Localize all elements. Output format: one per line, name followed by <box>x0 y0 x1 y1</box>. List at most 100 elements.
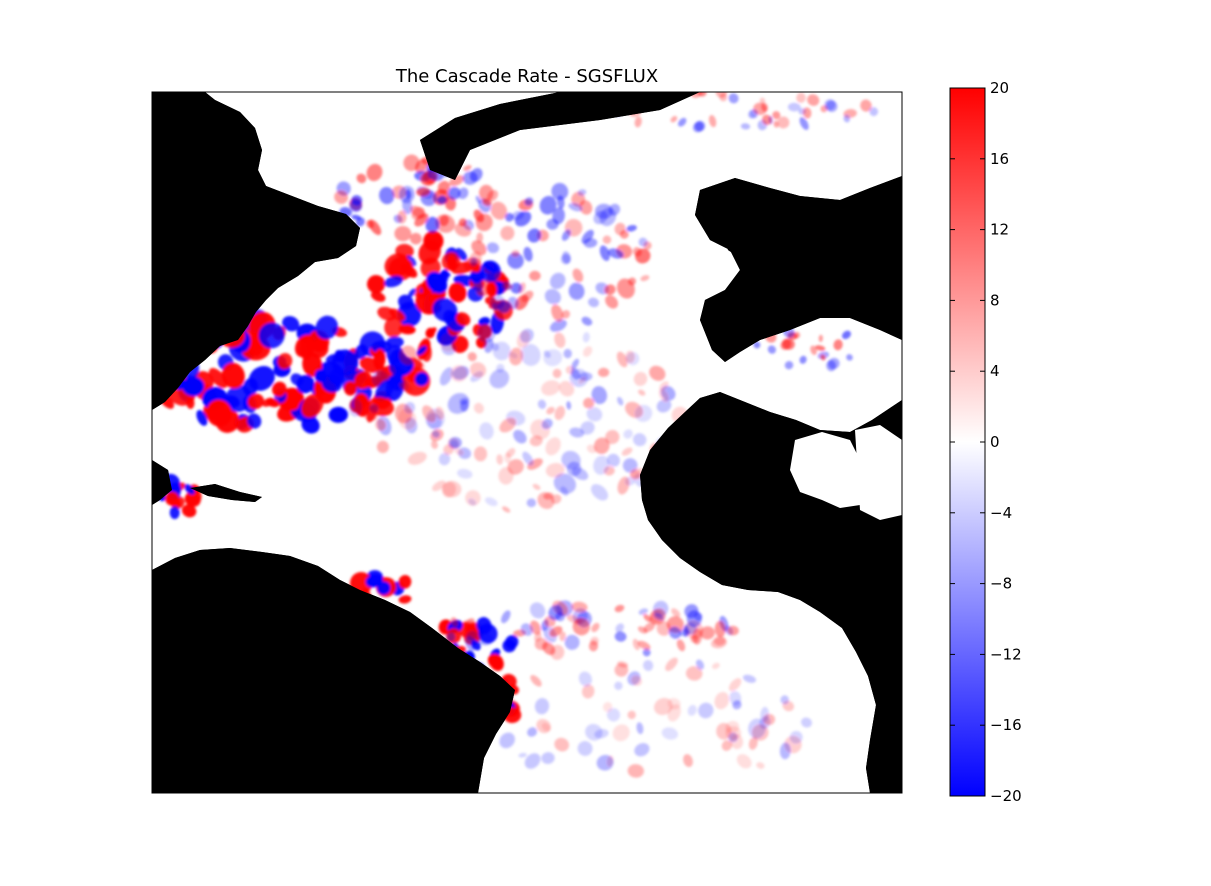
eddy-patch <box>299 334 315 361</box>
eddy-patch <box>489 369 510 389</box>
land-north-america-overlay <box>152 92 360 410</box>
eddy-patch <box>398 294 414 310</box>
eddy-patch <box>668 626 682 639</box>
eddy-patch <box>604 284 616 295</box>
eddy-patch <box>748 718 766 739</box>
eddy-patch <box>527 228 542 243</box>
eddy-patch <box>356 173 367 184</box>
eddy-patch <box>386 336 404 348</box>
eddy-patch <box>426 271 448 294</box>
eddy-patch <box>376 440 389 454</box>
eddy-patch <box>820 354 826 361</box>
eddy-patch <box>408 288 417 298</box>
eddy-patch <box>414 372 429 386</box>
eddy-patch <box>184 484 195 495</box>
eddy-patch <box>712 662 720 670</box>
eddy-patch <box>796 92 806 103</box>
eddy-patch <box>398 185 415 204</box>
eddy-patch <box>638 608 648 615</box>
eddy-patch <box>473 278 483 293</box>
eddy-patch <box>446 632 456 642</box>
eddy-patch <box>442 481 457 498</box>
eddy-patch <box>626 352 640 366</box>
eddy-patch <box>591 622 600 633</box>
eddy-patch <box>628 277 636 286</box>
eddy-patch <box>398 575 412 589</box>
eddy-patch <box>494 272 506 280</box>
eddy-patch <box>529 270 541 281</box>
eddy-patch <box>354 371 373 390</box>
eddy-patch <box>537 399 547 409</box>
eddy-patch <box>602 235 612 244</box>
eddy-patch <box>653 600 669 617</box>
eddy-patch <box>571 601 588 613</box>
colorbar-ticks: −20 −16 −12 −8 −4 0 4 8 12 16 20 <box>950 79 1022 805</box>
eddy-patch <box>633 371 648 386</box>
eddy-patch <box>605 430 620 445</box>
land-central-america-overlay <box>152 460 172 505</box>
eddy-patch <box>631 675 642 686</box>
eddy-patch <box>450 617 459 627</box>
eddy-patch <box>522 451 534 466</box>
eddy-patch <box>321 374 342 393</box>
eddy-patch <box>789 730 803 744</box>
eddy-patch <box>382 367 391 376</box>
eddy-patch <box>527 458 543 470</box>
eddy-patch <box>473 446 488 462</box>
eddy-patch <box>524 753 541 769</box>
eddy-patch <box>636 722 644 735</box>
eddy-patch <box>505 635 519 650</box>
eddy-patch <box>635 248 651 264</box>
chart-title: The Cascade Rate - SGSFLUX <box>395 66 659 87</box>
eddy-patch <box>526 498 537 508</box>
eddy-patch <box>379 186 395 205</box>
eddy-patch <box>403 154 420 172</box>
eddy-patch <box>518 752 527 758</box>
eddy-patch <box>787 102 801 112</box>
eddy-patch <box>359 356 380 373</box>
eddy-patch <box>500 226 515 241</box>
eddy-patch <box>727 625 739 636</box>
eddy-patch <box>824 99 836 111</box>
eddy-patch <box>450 365 468 382</box>
eddy-patch <box>423 230 444 252</box>
eddy-patch <box>448 282 467 303</box>
eddy-patch <box>572 268 584 283</box>
eddy-patch <box>441 341 457 356</box>
eddy-patch <box>534 632 542 642</box>
eddy-patch <box>366 163 383 182</box>
eddy-patch <box>414 213 429 227</box>
eddy-patch <box>511 250 520 257</box>
eddy-patch <box>446 255 458 272</box>
eddy-patch <box>486 242 500 254</box>
eddy-patch <box>536 718 551 734</box>
eddy-patch <box>496 363 505 373</box>
eddy-patch <box>710 637 728 649</box>
eddy-patch <box>416 187 431 197</box>
colorbar-tick-label: −20 <box>990 787 1022 805</box>
eddy-patch <box>561 310 571 319</box>
eddy-patch <box>642 660 654 671</box>
eddy-patch <box>714 620 726 638</box>
eddy-patch <box>502 506 511 513</box>
eddy-patch <box>354 344 368 360</box>
eddy-patch <box>634 404 653 422</box>
eddy-patch <box>532 483 541 490</box>
eddy-patch <box>606 708 621 722</box>
eddy-patch <box>471 240 487 256</box>
eddy-patch <box>456 468 473 479</box>
eddy-patch <box>389 308 406 321</box>
eddy-patch <box>828 357 840 370</box>
eddy-patch <box>637 640 651 650</box>
eddy-patch <box>627 764 644 778</box>
colorbar-tick-label: 0 <box>990 433 1000 451</box>
eddy-patch <box>653 697 673 716</box>
eddy-patch <box>582 346 593 357</box>
eddy-patch <box>869 107 879 117</box>
eddy-patch <box>539 195 557 215</box>
colorbar-tick-label: −8 <box>990 575 1012 593</box>
eddy-patch <box>290 373 304 386</box>
colorbar-tick-label: −12 <box>990 645 1022 663</box>
eddy-patch <box>683 625 689 637</box>
